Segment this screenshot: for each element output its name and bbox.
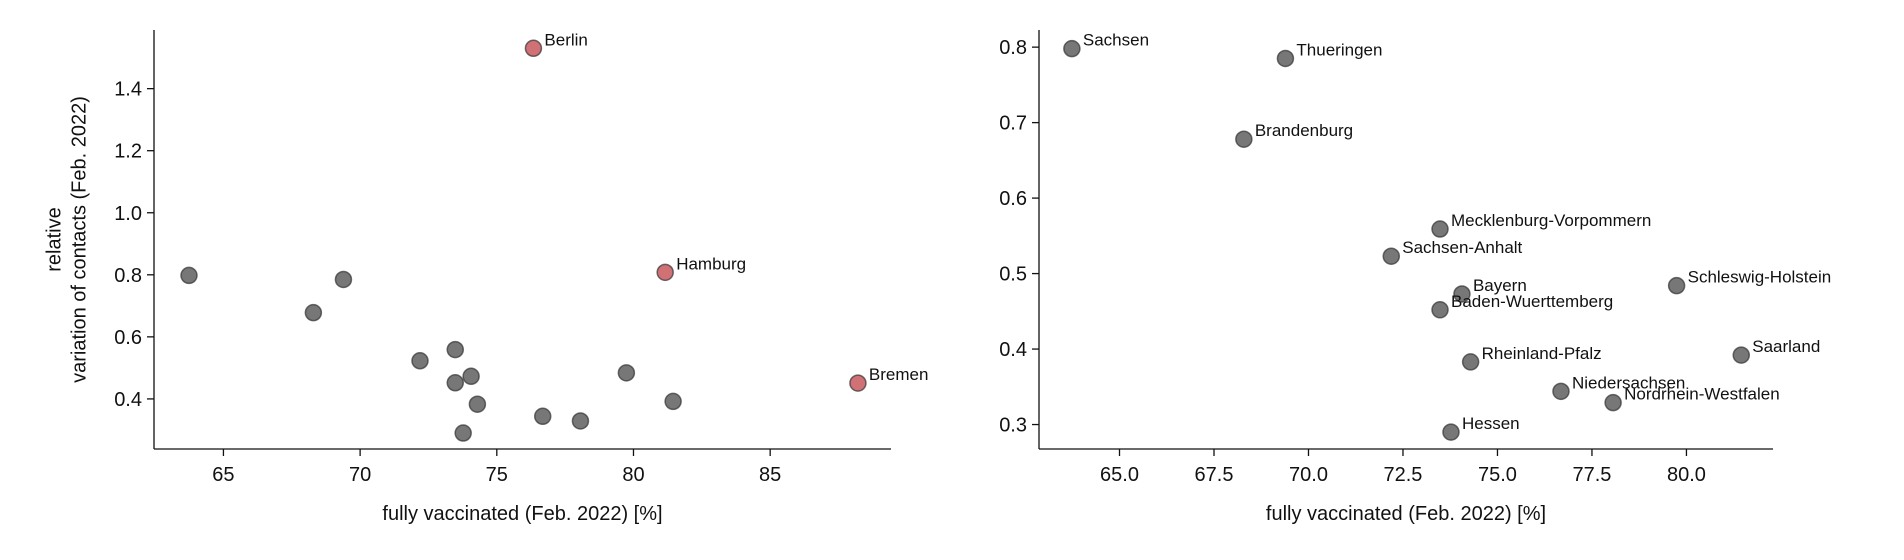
point bbox=[849, 374, 867, 392]
point bbox=[411, 352, 429, 370]
y-tick-label: 1.0 bbox=[114, 203, 142, 225]
point-label: Baden-Wuerttemberg bbox=[1451, 292, 1613, 311]
point bbox=[656, 263, 674, 282]
point bbox=[1732, 346, 1751, 364]
y-tick-label: 0.3 bbox=[999, 415, 1027, 437]
point-label: Bayern bbox=[1473, 276, 1527, 295]
point bbox=[1382, 247, 1401, 265]
y-tick-label: 0.6 bbox=[999, 188, 1027, 210]
y-axis-label: relative bbox=[44, 207, 66, 271]
point bbox=[571, 412, 590, 430]
x-axis-label: fully vaccinated (Feb. 2022) [%] bbox=[1266, 503, 1546, 525]
point bbox=[617, 364, 636, 382]
point-label: Berlin bbox=[544, 30, 587, 49]
point-label: Hessen bbox=[1462, 414, 1520, 433]
point-label: Brandenburg bbox=[1255, 121, 1353, 140]
point bbox=[462, 367, 480, 386]
y-tick-label: 0.4 bbox=[114, 389, 142, 411]
point bbox=[1431, 301, 1449, 319]
point bbox=[446, 374, 465, 392]
point bbox=[1063, 39, 1081, 58]
y-axis-label: variation of contacts (Feb. 2022) bbox=[69, 96, 91, 383]
point-label: Schleswig-Holstein bbox=[1688, 268, 1832, 287]
point bbox=[304, 303, 323, 322]
point bbox=[1235, 130, 1253, 148]
point bbox=[446, 340, 465, 359]
point bbox=[1667, 276, 1686, 295]
point bbox=[468, 395, 487, 413]
point-label: Rheinland-Pfalz bbox=[1482, 344, 1602, 363]
point-label: Mecklenburg-Vorpommern bbox=[1451, 211, 1651, 230]
point-label: Sachsen-Anhalt bbox=[1402, 238, 1522, 257]
x-tick-label: 65.0 bbox=[1100, 464, 1139, 486]
point bbox=[1453, 285, 1471, 303]
point-label: Sachsen bbox=[1083, 31, 1149, 50]
point bbox=[334, 270, 353, 289]
point bbox=[524, 39, 543, 58]
point bbox=[1552, 382, 1570, 401]
point-label: Saarland bbox=[1752, 337, 1820, 356]
point-label: Niedersachsen bbox=[1572, 373, 1685, 392]
point bbox=[1442, 423, 1460, 441]
x-tick-label: 70 bbox=[349, 464, 371, 486]
y-tick-label: 0.7 bbox=[999, 113, 1027, 135]
y-tick-label: 0.4 bbox=[999, 339, 1027, 361]
x-tick-label: 67.5 bbox=[1195, 464, 1234, 486]
point bbox=[533, 407, 552, 426]
y-tick-label: 0.5 bbox=[999, 264, 1027, 286]
x-tick-label: 77.5 bbox=[1572, 464, 1611, 486]
point-label: Thueringen bbox=[1296, 40, 1382, 59]
point bbox=[180, 266, 198, 285]
x-tick-label: 80 bbox=[622, 464, 644, 486]
x-tick-label: 72.5 bbox=[1384, 464, 1423, 486]
x-tick-label: 85 bbox=[759, 464, 781, 486]
point bbox=[664, 392, 682, 411]
point-label: Hamburg bbox=[676, 254, 746, 273]
point bbox=[1461, 353, 1480, 371]
y-tick-label: 0.6 bbox=[114, 327, 142, 349]
x-tick-label: 75 bbox=[486, 464, 508, 486]
x-tick-label: 65 bbox=[212, 464, 234, 486]
x-axis-label: fully vaccinated (Feb. 2022) [%] bbox=[382, 503, 662, 525]
x-tick-label: 70.0 bbox=[1289, 464, 1328, 486]
y-tick-label: 1.4 bbox=[114, 79, 142, 101]
x-tick-label: 80.0 bbox=[1667, 464, 1706, 486]
y-tick-label: 1.2 bbox=[114, 141, 142, 163]
point bbox=[1431, 220, 1449, 238]
point-label: Nordrhein-Westfalen bbox=[1624, 385, 1780, 404]
x-tick-label: 75.0 bbox=[1478, 464, 1517, 486]
point-label: Bremen bbox=[869, 365, 929, 384]
y-tick-label: 0.8 bbox=[999, 37, 1027, 59]
point bbox=[454, 424, 472, 442]
point bbox=[1276, 49, 1295, 68]
point bbox=[1604, 393, 1622, 412]
y-tick-label: 0.8 bbox=[114, 265, 142, 287]
